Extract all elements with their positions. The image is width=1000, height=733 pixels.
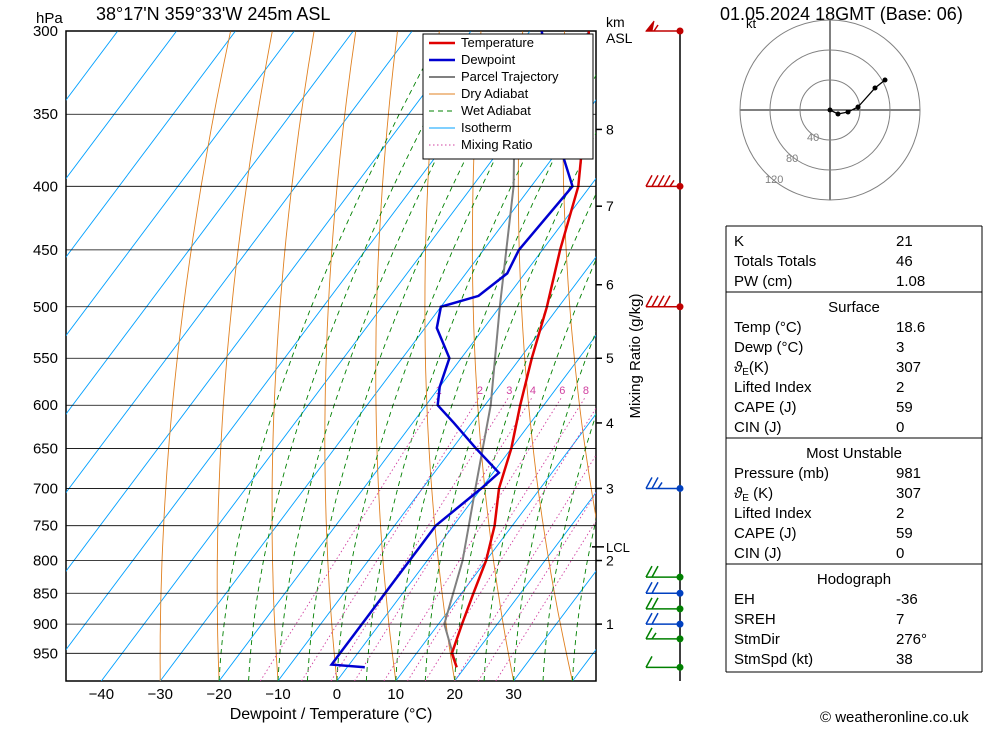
index-key: StmDir: [734, 631, 780, 648]
pressure-tick: 550: [33, 350, 58, 367]
mixing-ratio-label: 8: [583, 385, 589, 397]
index-value: 276°: [896, 631, 927, 648]
footer-credit: © weatheronline.co.uk: [820, 709, 969, 726]
index-value: 2: [896, 379, 904, 396]
index-key: CIN (J): [734, 419, 782, 436]
index-value: 21: [896, 233, 913, 250]
index-key: Lifted Index: [734, 505, 812, 522]
altitude-tick: 8: [606, 121, 614, 137]
temp-tick: 0: [333, 686, 341, 703]
pressure-tick: 750: [33, 518, 58, 535]
mixing-ratio-axis-label: Mixing Ratio (g/kg): [627, 293, 644, 418]
index-key: EH: [734, 591, 755, 608]
index-value: 307: [896, 485, 921, 502]
hodograph-ring-label: 40: [807, 132, 819, 144]
index-key: Totals Totals: [734, 253, 816, 270]
pressure-tick: 950: [33, 645, 58, 662]
mixing-ratio-label: 20: [654, 385, 666, 397]
index-value: 1.08: [896, 273, 925, 290]
altitude-tick: 6: [606, 277, 614, 293]
pressure-tick: 850: [33, 585, 58, 602]
legend-item: Mixing Ratio: [461, 137, 533, 152]
pressure-tick: 400: [33, 178, 58, 195]
index-key: Temp (°C): [734, 319, 802, 336]
legend-item: Parcel Trajectory: [461, 69, 559, 84]
index-key: StmSpd (kt): [734, 651, 813, 668]
altitude-tick: 3: [606, 480, 614, 496]
index-key: CIN (J): [734, 545, 782, 562]
index-key: K: [734, 233, 744, 250]
altitude-axis-label: km: [606, 14, 625, 30]
temp-tick: −30: [147, 686, 172, 703]
index-value: 307: [896, 359, 921, 376]
legend-item: Isotherm: [461, 120, 512, 135]
index-value: 0: [896, 545, 904, 562]
index-key: Dewp (°C): [734, 339, 803, 356]
hodograph-ring-label: 120: [765, 174, 783, 186]
index-key: ϑE (K): [734, 485, 773, 504]
mixing-ratio-label: 3: [506, 385, 512, 397]
temp-tick: 30: [505, 686, 522, 703]
lcl-label: LCL: [606, 540, 630, 555]
index-value: 38: [896, 651, 913, 668]
pressure-tick: 650: [33, 440, 58, 457]
index-section-title: Hodograph: [817, 571, 891, 588]
temp-tick: 10: [387, 686, 404, 703]
altitude-tick: 7: [606, 198, 614, 214]
mixing-ratio-label: 10: [601, 385, 613, 397]
location-title: 38°17'N 359°33'W 245m ASL: [96, 4, 330, 24]
pressure-tick: 900: [33, 616, 58, 633]
mixing-ratio-label: 2: [477, 385, 483, 397]
legend-item: Dewpoint: [461, 52, 516, 67]
index-value: 46: [896, 253, 913, 270]
index-section-title: Surface: [828, 299, 880, 316]
hodograph-unit: kt: [746, 16, 757, 31]
altitude-tick: 4: [606, 415, 614, 431]
pressure-tick: 600: [33, 397, 58, 414]
index-key: SREH: [734, 611, 776, 628]
index-value: 0: [896, 419, 904, 436]
index-key: CAPE (J): [734, 525, 797, 542]
temp-axis-label: Dewpoint / Temperature (°C): [230, 706, 433, 723]
temp-tick: −40: [89, 686, 114, 703]
index-key: PW (cm): [734, 273, 792, 290]
legend-item: Wet Adiabat: [461, 103, 531, 118]
pressure-tick: 800: [33, 553, 58, 570]
index-value: 18.6: [896, 319, 925, 336]
index-value: 7: [896, 611, 904, 628]
index-key: ϑE(K): [734, 359, 769, 378]
index-value: 981: [896, 465, 921, 482]
temp-tick: −10: [265, 686, 290, 703]
hodograph-ring-label: 80: [786, 153, 798, 165]
index-section-title: Most Unstable: [806, 445, 902, 462]
index-key: Lifted Index: [734, 379, 812, 396]
pressure-tick: 350: [33, 106, 58, 123]
mixing-ratio-label: 25: [671, 385, 683, 397]
legend-item: Dry Adiabat: [461, 86, 529, 101]
index-value: -36: [896, 591, 918, 608]
pressure-tick: 450: [33, 242, 58, 259]
skewt-diagram: 38°17'N 359°33'W 245m ASL01.05.2024 18GM…: [0, 0, 1000, 733]
pressure-tick: 700: [33, 480, 58, 497]
mixing-ratio-label: 4: [530, 385, 536, 397]
altitude-tick: 1: [606, 616, 614, 632]
temp-tick: 20: [446, 686, 463, 703]
index-key: CAPE (J): [734, 399, 797, 416]
index-key: Pressure (mb): [734, 465, 829, 482]
altitude-tick: 5: [606, 350, 614, 366]
altitude-axis-label2: ASL: [606, 30, 633, 46]
pressure-axis-label: hPa: [36, 10, 63, 27]
temp-tick: −20: [206, 686, 231, 703]
legend-item: Temperature: [461, 35, 534, 50]
mixing-ratio-label: 6: [559, 385, 565, 397]
index-value: 2: [896, 505, 904, 522]
index-value: 3: [896, 339, 904, 356]
index-value: 59: [896, 399, 913, 416]
pressure-tick: 500: [33, 299, 58, 316]
altitude-tick: 2: [606, 553, 614, 569]
index-value: 59: [896, 525, 913, 542]
